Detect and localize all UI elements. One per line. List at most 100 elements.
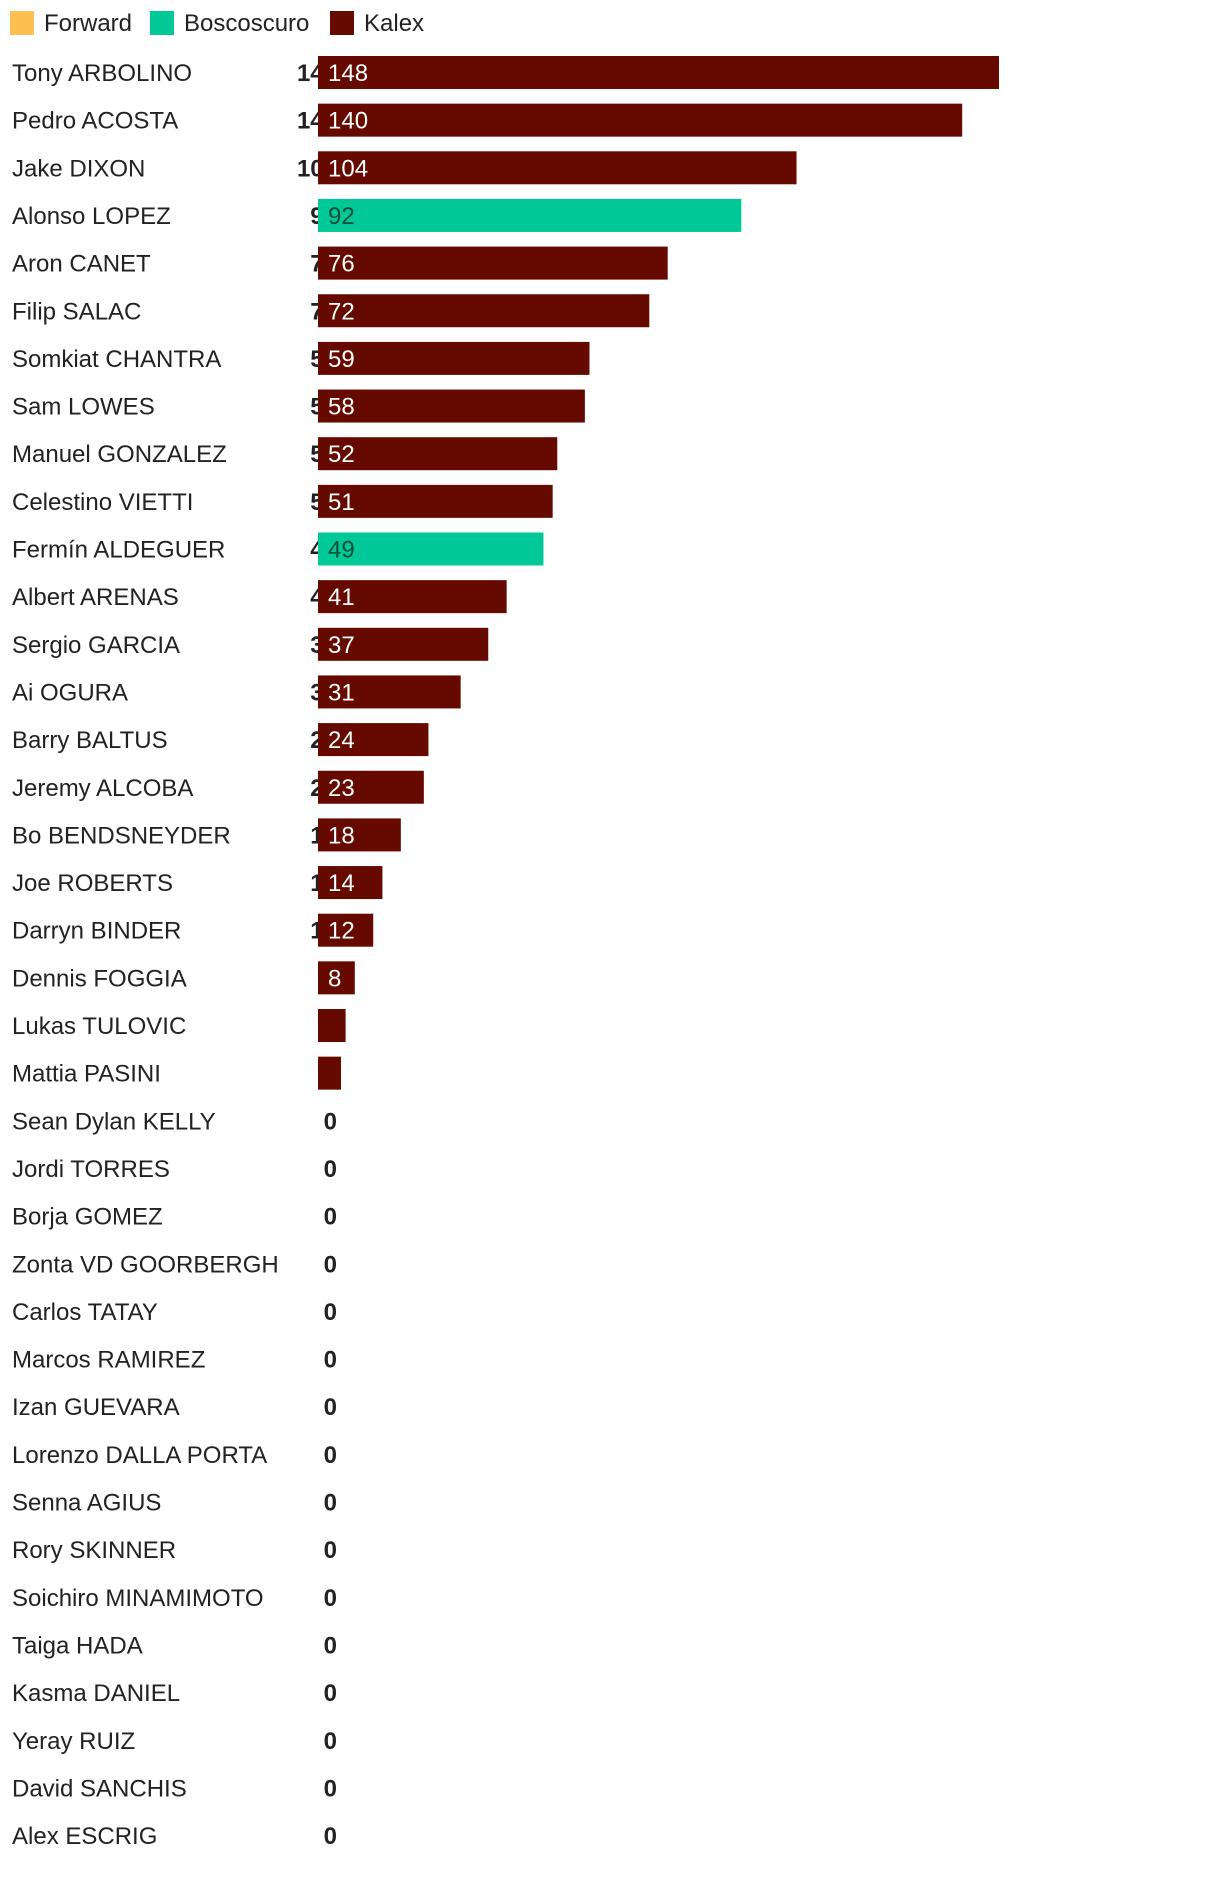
rider-name: Joe ROBERTS [12, 870, 173, 897]
bar-sam-lowes [318, 389, 585, 423]
bar-value-label: 18 [328, 822, 355, 849]
bar-tony-arbolino [318, 56, 999, 89]
rider-points-total: 0 [324, 1156, 337, 1183]
bar-value-label: 31 [328, 679, 355, 706]
rider-points-total: 0 [324, 1775, 337, 1802]
rider-name: Jake DIXON [12, 155, 145, 182]
bar-value-label: 14 [328, 870, 355, 897]
rider-name: Lorenzo DALLA PORTA [12, 1442, 267, 1469]
rider-name: Zonta VD GOORBERGH [12, 1251, 279, 1278]
bar-value-label: 104 [328, 155, 368, 182]
bar-jake-dixon [318, 151, 797, 185]
bar-filip-salac [318, 294, 650, 328]
chart-legend: Forward Boscoscuro Kalex [10, 10, 424, 37]
bar-sergio-garcia [318, 627, 489, 661]
bar-alonso-lopez [318, 198, 742, 232]
rider-name: Kasma DANIEL [12, 1680, 180, 1707]
rider-points-total: 0 [324, 1632, 337, 1659]
rider-name: Senna AGIUS [12, 1490, 161, 1517]
rider-points-total: 0 [324, 1347, 337, 1374]
rider-name: Bo BENDSNEYDER [12, 822, 231, 849]
rider-name: Darryn BINDER [12, 918, 181, 945]
bar-value-label: 49 [328, 537, 355, 564]
rider-points-total: 0 [324, 1299, 337, 1326]
bar-value-label: 37 [328, 632, 355, 659]
bar-celestino-vietti [318, 484, 553, 518]
bar-value-label: 148 [328, 60, 368, 87]
rider-name: Yeray RUIZ [12, 1728, 135, 1755]
rider-name: Ai OGURA [12, 679, 128, 706]
rider-points-total: 0 [324, 1537, 337, 1564]
rider-name: Sam LOWES [12, 394, 155, 421]
rider-name: Taiga HADA [12, 1632, 143, 1659]
rider-name: Lukas TULOVIC [12, 1013, 186, 1040]
bar-aron-canet [318, 246, 668, 280]
rider-name: Somkiat CHANTRA [12, 346, 221, 373]
rider-name: Albert ARENAS [12, 584, 179, 611]
bar-value-label: 92 [328, 203, 355, 230]
bar-value-label: 52 [328, 441, 355, 468]
rider-name: Marcos RAMIREZ [12, 1347, 205, 1374]
legend-label-boscoscuro: Boscoscuro [184, 10, 309, 37]
bar-lukas-tulovic [318, 1009, 346, 1042]
rider-name: Rory SKINNER [12, 1537, 176, 1564]
bar-darryn-binder [318, 913, 374, 947]
rider-name: Borja GOMEZ [12, 1204, 163, 1231]
rider-name: Tony ARBOLINO [12, 60, 192, 87]
rider-points-total: 0 [324, 1680, 337, 1707]
bar-value-label: 140 [328, 108, 368, 135]
rider-name: Filip SALAC [12, 298, 141, 325]
rider-name: Aron CANET [12, 251, 151, 278]
bar-value-label: 8 [328, 965, 341, 992]
bar-value-label: 51 [328, 489, 355, 516]
rider-name: Carlos TATAY [12, 1299, 158, 1326]
bar-manuel-gonzalez [318, 437, 558, 471]
bar-barry-baltus [318, 723, 429, 757]
bar-bo-bendsneyder [318, 818, 401, 852]
rider-points-total: 0 [324, 1204, 337, 1231]
bar-mattia-pasini [318, 1056, 342, 1090]
bar-value-label: 23 [328, 775, 355, 802]
legend-swatch-boscoscuro [150, 11, 174, 35]
rider-name: Alex ESCRIG [12, 1823, 157, 1850]
bar-value-label: 59 [328, 346, 355, 373]
legend-swatch-forward [10, 11, 34, 35]
rider-name: Celestino VIETTI [12, 489, 193, 516]
rider-name: Izan GUEVARA [12, 1394, 180, 1421]
bar-jeremy-alcoba [318, 770, 424, 804]
bar-fermin-aldeguer [318, 532, 544, 566]
rider-name: Dennis FOGGIA [12, 965, 187, 992]
bar-pedro-acosta [318, 103, 963, 137]
rider-name: Jordi TORRES [12, 1156, 170, 1183]
legend-label-kalex: Kalex [364, 10, 424, 37]
rider-points-total: 0 [324, 1490, 337, 1517]
bar-somkiat-chantra [318, 341, 590, 375]
bar-value-label: 41 [328, 584, 355, 611]
bar-albert-arenas [318, 580, 507, 614]
rider-points-total: 0 [324, 1585, 337, 1612]
rider-name: Soichiro MINAMIMOTO [12, 1585, 264, 1612]
rider-name: Pedro ACOSTA [12, 108, 178, 135]
rider-name: Manuel GONZALEZ [12, 441, 227, 468]
bar-value-label: 12 [328, 918, 355, 945]
rider-name: Mattia PASINI [12, 1061, 161, 1088]
rider-points-total: 0 [324, 1251, 337, 1278]
legend-swatch-kalex [330, 11, 354, 35]
rider-name: Alonso LOPEZ [12, 203, 171, 230]
bar-value-label: 58 [328, 394, 355, 421]
rider-name: David SANCHIS [12, 1775, 187, 1802]
rider-name: Barry BALTUS [12, 727, 168, 754]
bar-ai-ogura [318, 675, 461, 709]
rider-points-total: 0 [324, 1108, 337, 1135]
rider-name: Jeremy ALCOBA [12, 775, 193, 802]
rider-name: Sean Dylan KELLY [12, 1108, 216, 1135]
bar-value-label: 76 [328, 251, 355, 278]
rider-points-total: 0 [324, 1442, 337, 1469]
bar-value-label: 72 [328, 298, 355, 325]
bar-value-label: 24 [328, 727, 355, 754]
bar-dennis-foggia [318, 961, 355, 995]
rider-points-total: 0 [324, 1823, 337, 1850]
bar-joe-roberts [318, 866, 383, 900]
